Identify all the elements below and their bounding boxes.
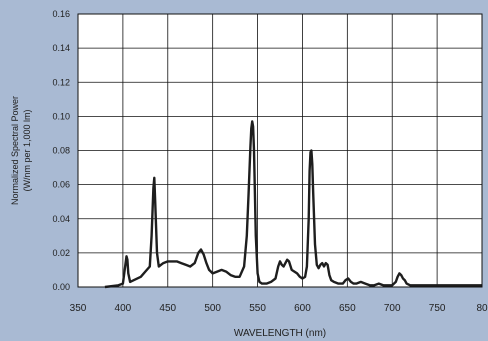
- y-tick-label: 0.06: [52, 180, 70, 190]
- x-tick-label: 80: [476, 303, 488, 314]
- y-tick-label: 0.04: [52, 214, 70, 224]
- x-tick-label: 350: [70, 303, 87, 314]
- y-tick-label: 0.14: [52, 43, 70, 53]
- x-axis-label: WAVELENGTH (nm): [234, 328, 326, 339]
- x-tick-label: 750: [429, 303, 446, 314]
- y-axis-label: Normalized Spectral Power (W/nm per 1,00…: [10, 96, 32, 205]
- x-tick-label: 700: [384, 303, 401, 314]
- y-axis-label-line2: (W/nm per 1,000 lm): [22, 109, 32, 191]
- x-tick-label: 550: [249, 303, 266, 314]
- y-tick-label: 0.16: [52, 9, 70, 19]
- y-tick-label: 0.02: [52, 248, 70, 258]
- x-tick-label: 650: [339, 303, 356, 314]
- y-tick-label: 0.00: [52, 282, 70, 292]
- y-tick-label: 0.10: [52, 111, 70, 121]
- x-tick-label: 500: [204, 303, 221, 314]
- x-tick-label: 450: [159, 303, 176, 314]
- spectrum-line: [104, 120, 482, 289]
- y-axis-label-line1: Normalized Spectral Power: [10, 96, 20, 205]
- x-tick-label: 400: [115, 303, 132, 314]
- y-tick-label: 0.12: [52, 77, 70, 87]
- y-tick-label: 0.08: [52, 146, 70, 156]
- series-layer: [104, 120, 482, 289]
- plot-border: [77, 13, 483, 288]
- x-tick-label: 600: [294, 303, 311, 314]
- tick-labels: 350 400 450 500 550 600 650 700 750 80 0.00 0.02 0.0…: [52, 9, 488, 314]
